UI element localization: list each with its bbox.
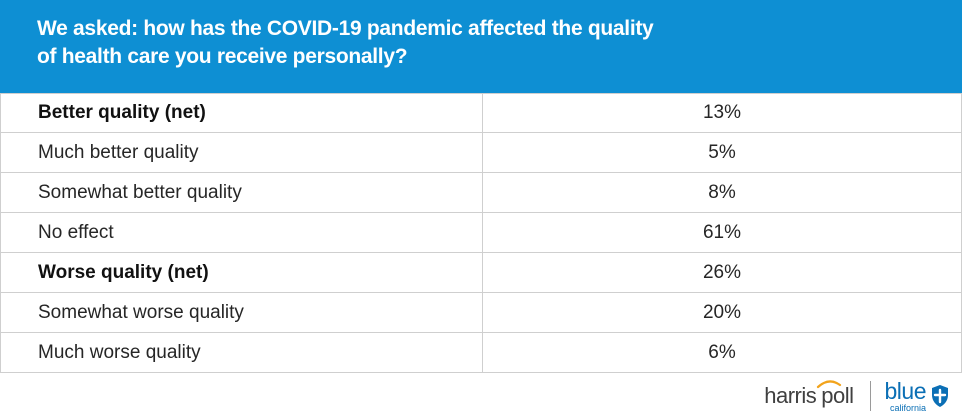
row-value: 8% [708, 181, 736, 203]
row-label: Worse quality (net) [1, 253, 483, 292]
row-label: No effect [1, 213, 483, 252]
chart-title: We asked: how has the COVID-19 pandemic … [37, 17, 654, 68]
table-row-net: Worse quality (net) 26% [1, 253, 961, 293]
logo-strip: harris poll blue california [764, 379, 950, 413]
table-row: Somewhat better quality 8% [1, 173, 961, 213]
table-row: No effect 61% [1, 213, 961, 253]
row-value: 20% [702, 301, 742, 323]
header-banner: We asked: how has the COVID-19 pandemic … [0, 0, 962, 93]
blue-word: blue [884, 377, 927, 404]
table-row-net: Better quality (net) 13% [1, 93, 961, 133]
results-table: Better quality (net) 13% Much better quali… [0, 93, 962, 373]
harris-word: harris [764, 383, 817, 408]
harris-arc-icon [817, 380, 842, 389]
row-value: 6% [708, 341, 736, 363]
blue-wordmark: blue california [884, 377, 927, 413]
blue-sub-word: california [889, 402, 926, 413]
table-row: Somewhat worse quality 20% [1, 293, 961, 333]
table-row: Much better quality 5% [1, 133, 961, 173]
harris-poll-logo: harris poll [764, 380, 869, 409]
logo-divider [869, 381, 871, 411]
row-value: 26% [702, 261, 742, 283]
row-label: Better quality (net) [1, 94, 483, 132]
blue-shield-logo: blue california [884, 377, 950, 413]
row-value: 5% [708, 141, 736, 163]
row-label: Somewhat better quality [1, 173, 483, 212]
table-row: Much worse quality 6% [1, 333, 961, 373]
row-label: Much better quality [1, 133, 483, 172]
row-label: Somewhat worse quality [1, 293, 483, 332]
row-label: Much worse quality [1, 333, 483, 372]
row-value: 61% [702, 221, 742, 243]
poll-word: poll [821, 383, 854, 408]
blue-shield-icon [932, 385, 948, 407]
row-value: 13% [702, 102, 742, 123]
